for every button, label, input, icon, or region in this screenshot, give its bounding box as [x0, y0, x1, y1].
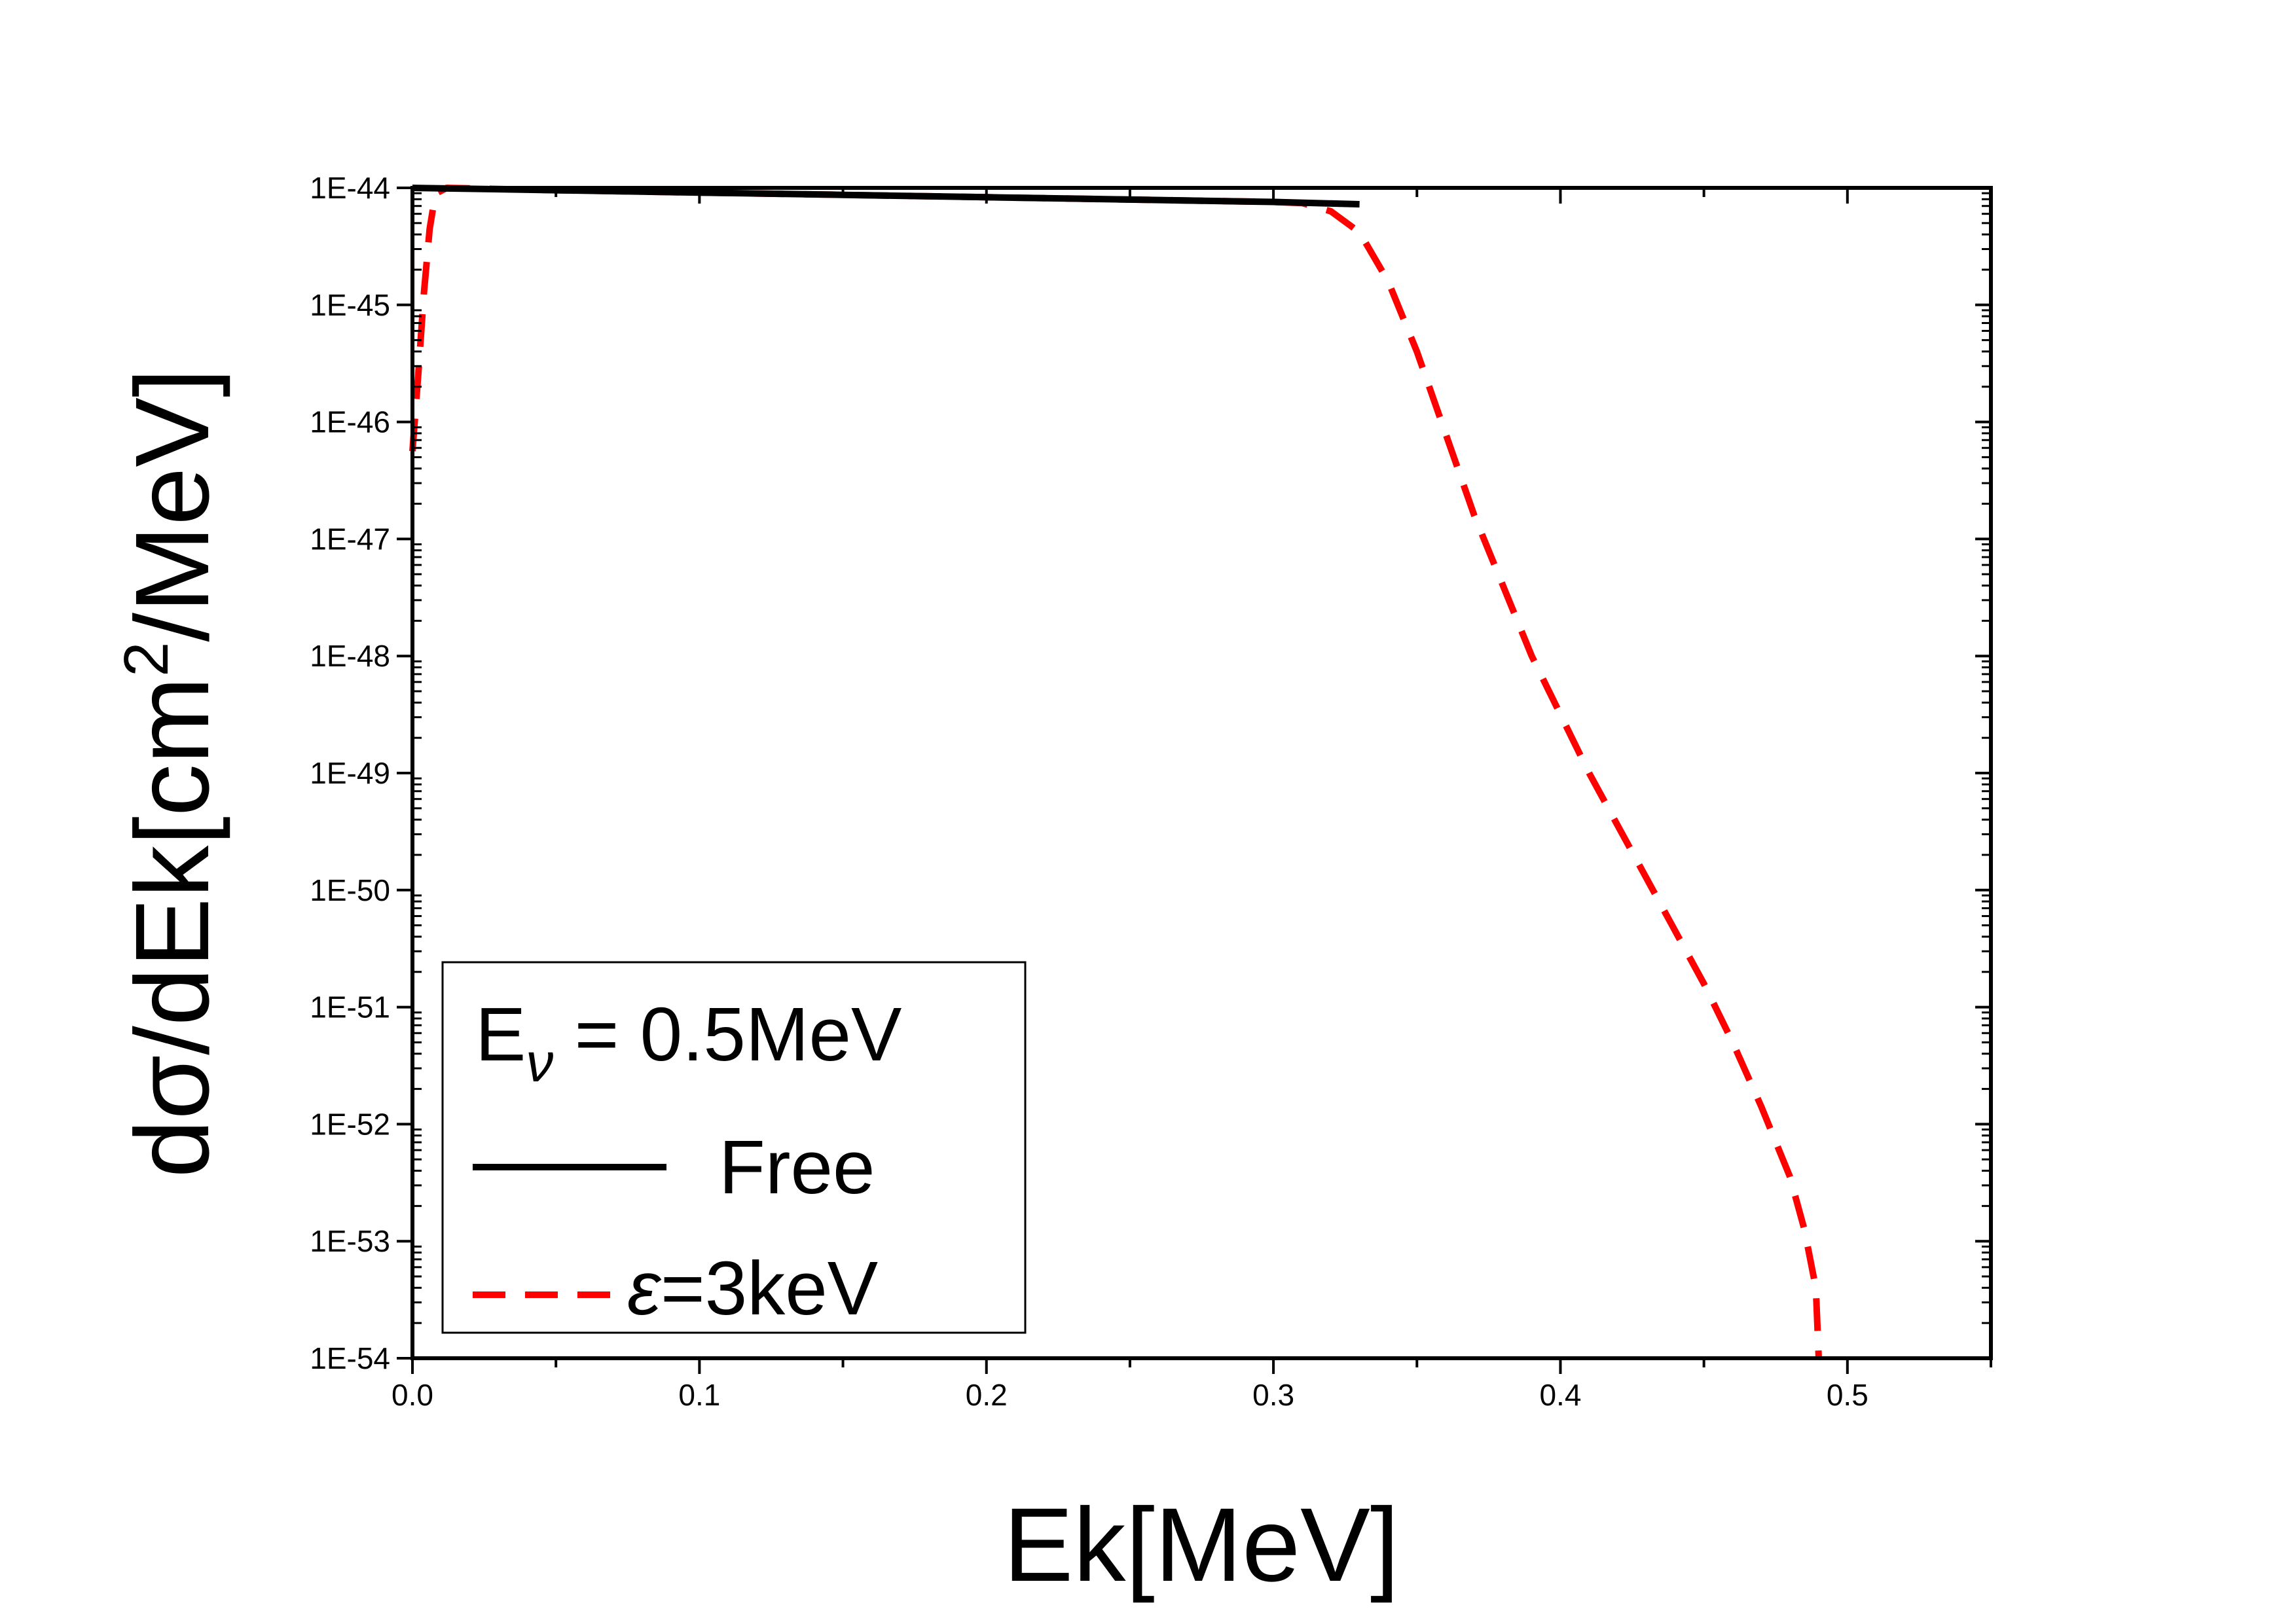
y-tick-label: 1E-44	[310, 171, 390, 205]
y-tick-label: 1E-51	[310, 990, 390, 1024]
x-tick-label: 0.4	[1539, 1378, 1581, 1412]
series-line-epsilon-3kev	[409, 185, 1822, 1359]
x-axis-title: Ek[MeV]	[1004, 1486, 1400, 1603]
y-tick-label: 1E-52	[310, 1107, 390, 1141]
y-tick-label: 1E-48	[310, 639, 390, 673]
x-tick-label: 0.0	[392, 1378, 433, 1412]
label-layer: 0.0 0.1 0.2 0.3 0.4 0.5 1E-44 1E-45 1E-46 1E-47 1E…	[310, 171, 1868, 1412]
y-tick-label: 1E-50	[310, 873, 390, 907]
x-tick-label: 0.3	[1252, 1378, 1294, 1412]
series-line-free	[412, 185, 1360, 208]
legend-label-free-text: Free	[719, 1125, 875, 1210]
legend-header-rest: = 0.5MeV	[553, 992, 902, 1077]
tick-layer	[397, 187, 1992, 1374]
x-tick-label: 0.5	[1827, 1378, 1868, 1412]
y-tick-label: 1E-45	[310, 288, 390, 322]
x-tick-label: 0.2	[966, 1378, 1008, 1412]
y-axis-title-superscript: 2	[111, 641, 181, 676]
legend-label-epsilon-symbol: ε	[627, 1246, 662, 1331]
legend-label-free: Free	[719, 1125, 875, 1210]
legend-box	[441, 961, 1027, 1334]
legend-label-epsilon-text: =3keV	[661, 1246, 878, 1331]
series-layer	[409, 185, 1822, 1359]
legend: Eν = 0.5MeV Free ε=3keV	[441, 961, 1027, 1334]
y-axis-title-main: dσ/dEk[cm	[113, 677, 230, 1178]
legend-header-subscript: ν	[526, 1032, 553, 1093]
y-tick-label: 1E-53	[310, 1224, 390, 1258]
legend-header: Eν = 0.5MeV	[475, 992, 902, 1093]
y-tick-label: 1E-49	[310, 756, 390, 790]
y-axis-title: dσ/dEk[cm2/MeV]	[111, 369, 230, 1178]
y-axis-title-rest: /MeV]	[113, 369, 230, 642]
y-tick-label: 1E-47	[310, 522, 390, 556]
legend-header-main: E	[475, 992, 526, 1077]
y-tick-label: 1E-54	[310, 1341, 390, 1375]
y-tick-label: 1E-46	[310, 405, 390, 439]
legend-label-epsilon: ε=3keV	[627, 1246, 878, 1331]
x-tick-label: 0.1	[678, 1378, 720, 1412]
